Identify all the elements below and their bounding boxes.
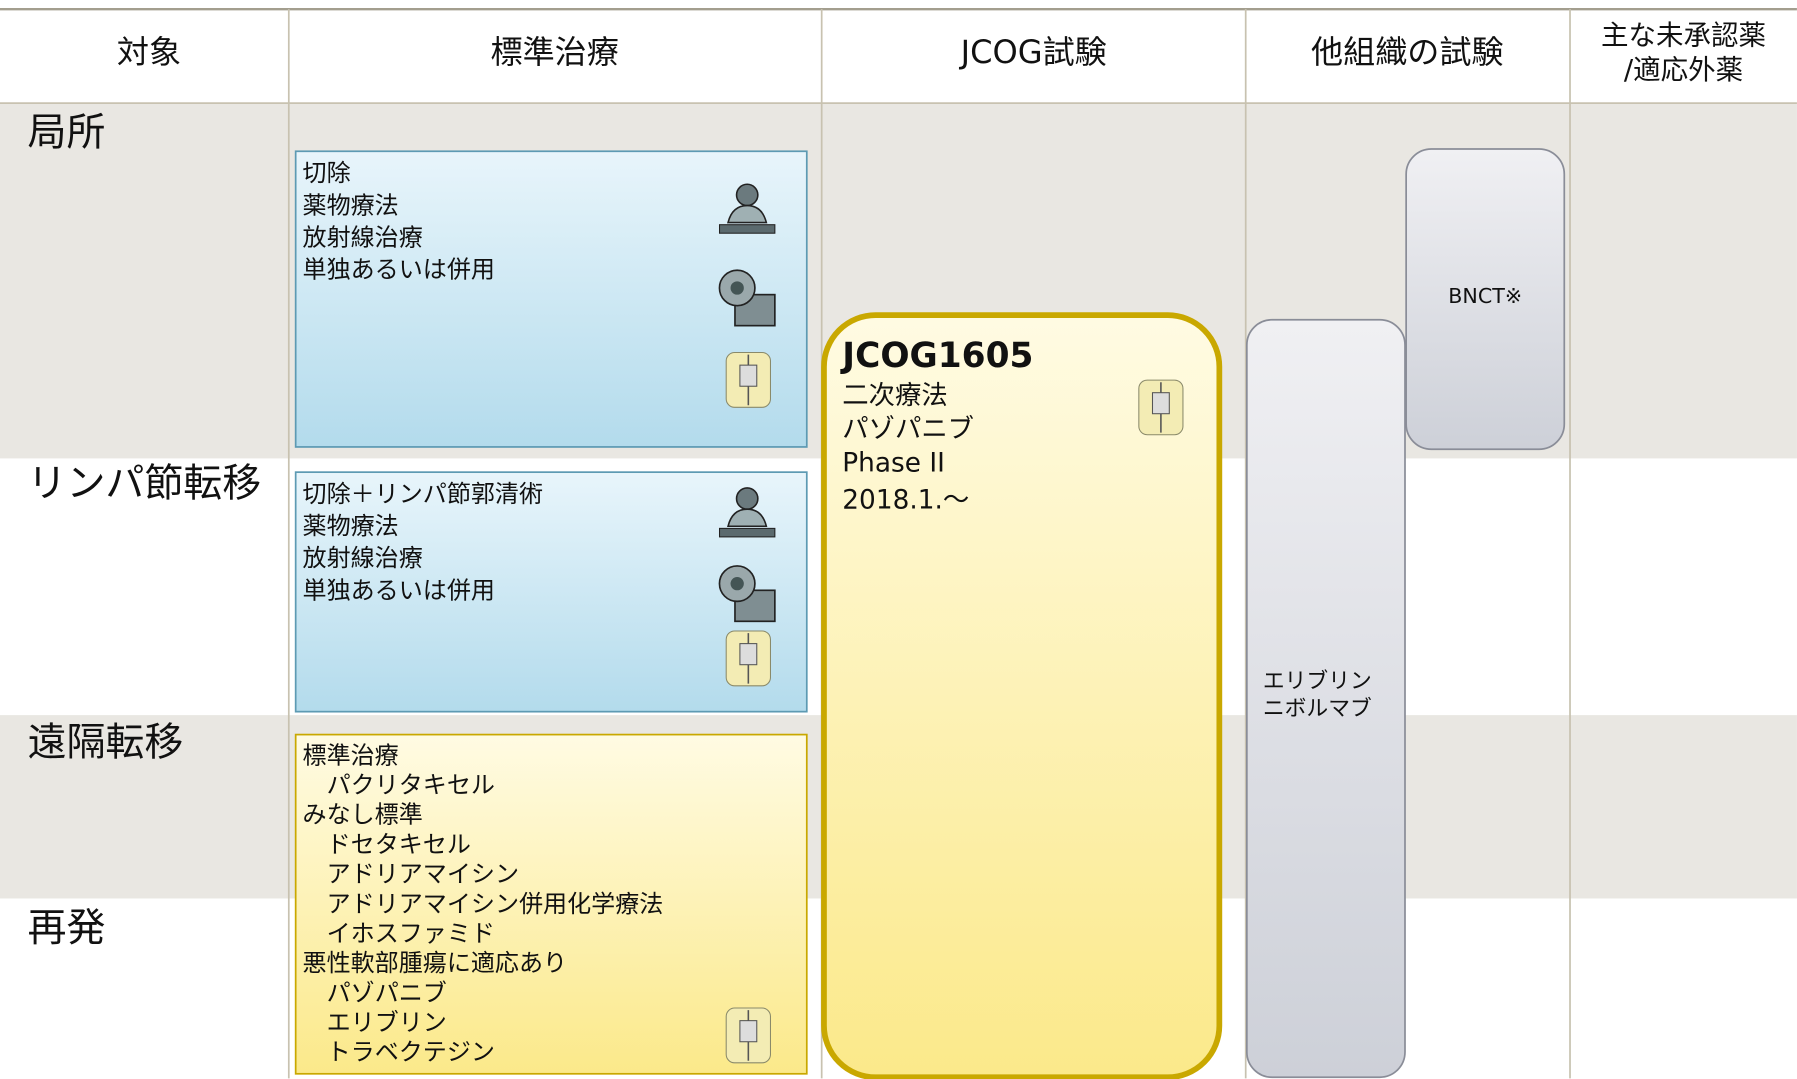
treatment-item: アドリアマイシン [327, 860, 519, 888]
treatment-item: パゾパニブ [327, 979, 447, 1007]
treatment-box [294, 150, 808, 448]
treatment-item: エリブリン [327, 1008, 447, 1036]
treatment-item: トラベクテジン [327, 1038, 495, 1066]
treatment-text: 薬物療法 [303, 191, 399, 219]
trial-text: 2018.1.～ [842, 485, 969, 515]
icon-iv [1138, 379, 1184, 436]
row-label: 局所 [28, 111, 106, 156]
column-header: 他組織の試験 [1311, 33, 1503, 71]
treatment-text: 単独あるいは併用 [303, 255, 495, 283]
treatment-item: パクリタキセル [327, 771, 495, 799]
row-label: 遠隔転移 [28, 720, 184, 765]
row-label: 再発 [28, 906, 106, 951]
treatment-text: 切除 [303, 159, 351, 187]
treatment-text: 放射線治療 [303, 223, 423, 251]
treatment-item: イホスファミド [327, 919, 495, 947]
trial-id: JCOG1605 [840, 336, 1033, 376]
row-label: リンパ節転移 [28, 461, 262, 506]
trial-text: BNCT※ [1448, 284, 1522, 308]
treatment-text: 単独あるいは併用 [303, 576, 495, 604]
icon-iv [725, 1007, 772, 1064]
icon-iv [725, 630, 772, 687]
column-header: /適応外薬 [1624, 54, 1743, 86]
column-header: JCOG試験 [959, 33, 1107, 71]
treatment-heading: みなし標準 [303, 801, 423, 829]
trial-box [1245, 318, 1406, 1079]
treatment-heading: 悪性軟部腫瘍に適応あり [303, 949, 568, 977]
treatment-text: 放射線治療 [303, 544, 423, 572]
treatment-item: アドリアマイシン併用化学療法 [327, 890, 664, 918]
trial-text: パゾパニブ [842, 414, 974, 444]
column-header: 主な未承認薬 [1601, 20, 1766, 52]
jcog-box [821, 312, 1223, 1079]
content: 対象 標準治療 JCOG試験 他組織の試験 主な未承認薬/適応外薬局所リンパ節転移遠隔転… [0, 8, 1797, 1079]
treatment-item: ドセタキセル [327, 830, 471, 858]
trial-box [1405, 148, 1566, 451]
column-header: 対象 [117, 33, 181, 71]
trial-text: ニボルマブ [1263, 696, 1372, 721]
treatment-text: 切除＋リンパ節郭清術 [303, 480, 543, 508]
treatment-box [294, 733, 808, 1075]
trial-text: エリブリン [1263, 669, 1372, 694]
treatment-heading: 標準治療 [303, 741, 399, 769]
treatment-text: 薬物療法 [303, 512, 399, 540]
trial-text: 二次療法 [842, 381, 947, 411]
trial-text: Phase II [842, 449, 945, 479]
column-header: 標準治療 [491, 33, 619, 71]
icon-iv [725, 351, 772, 409]
